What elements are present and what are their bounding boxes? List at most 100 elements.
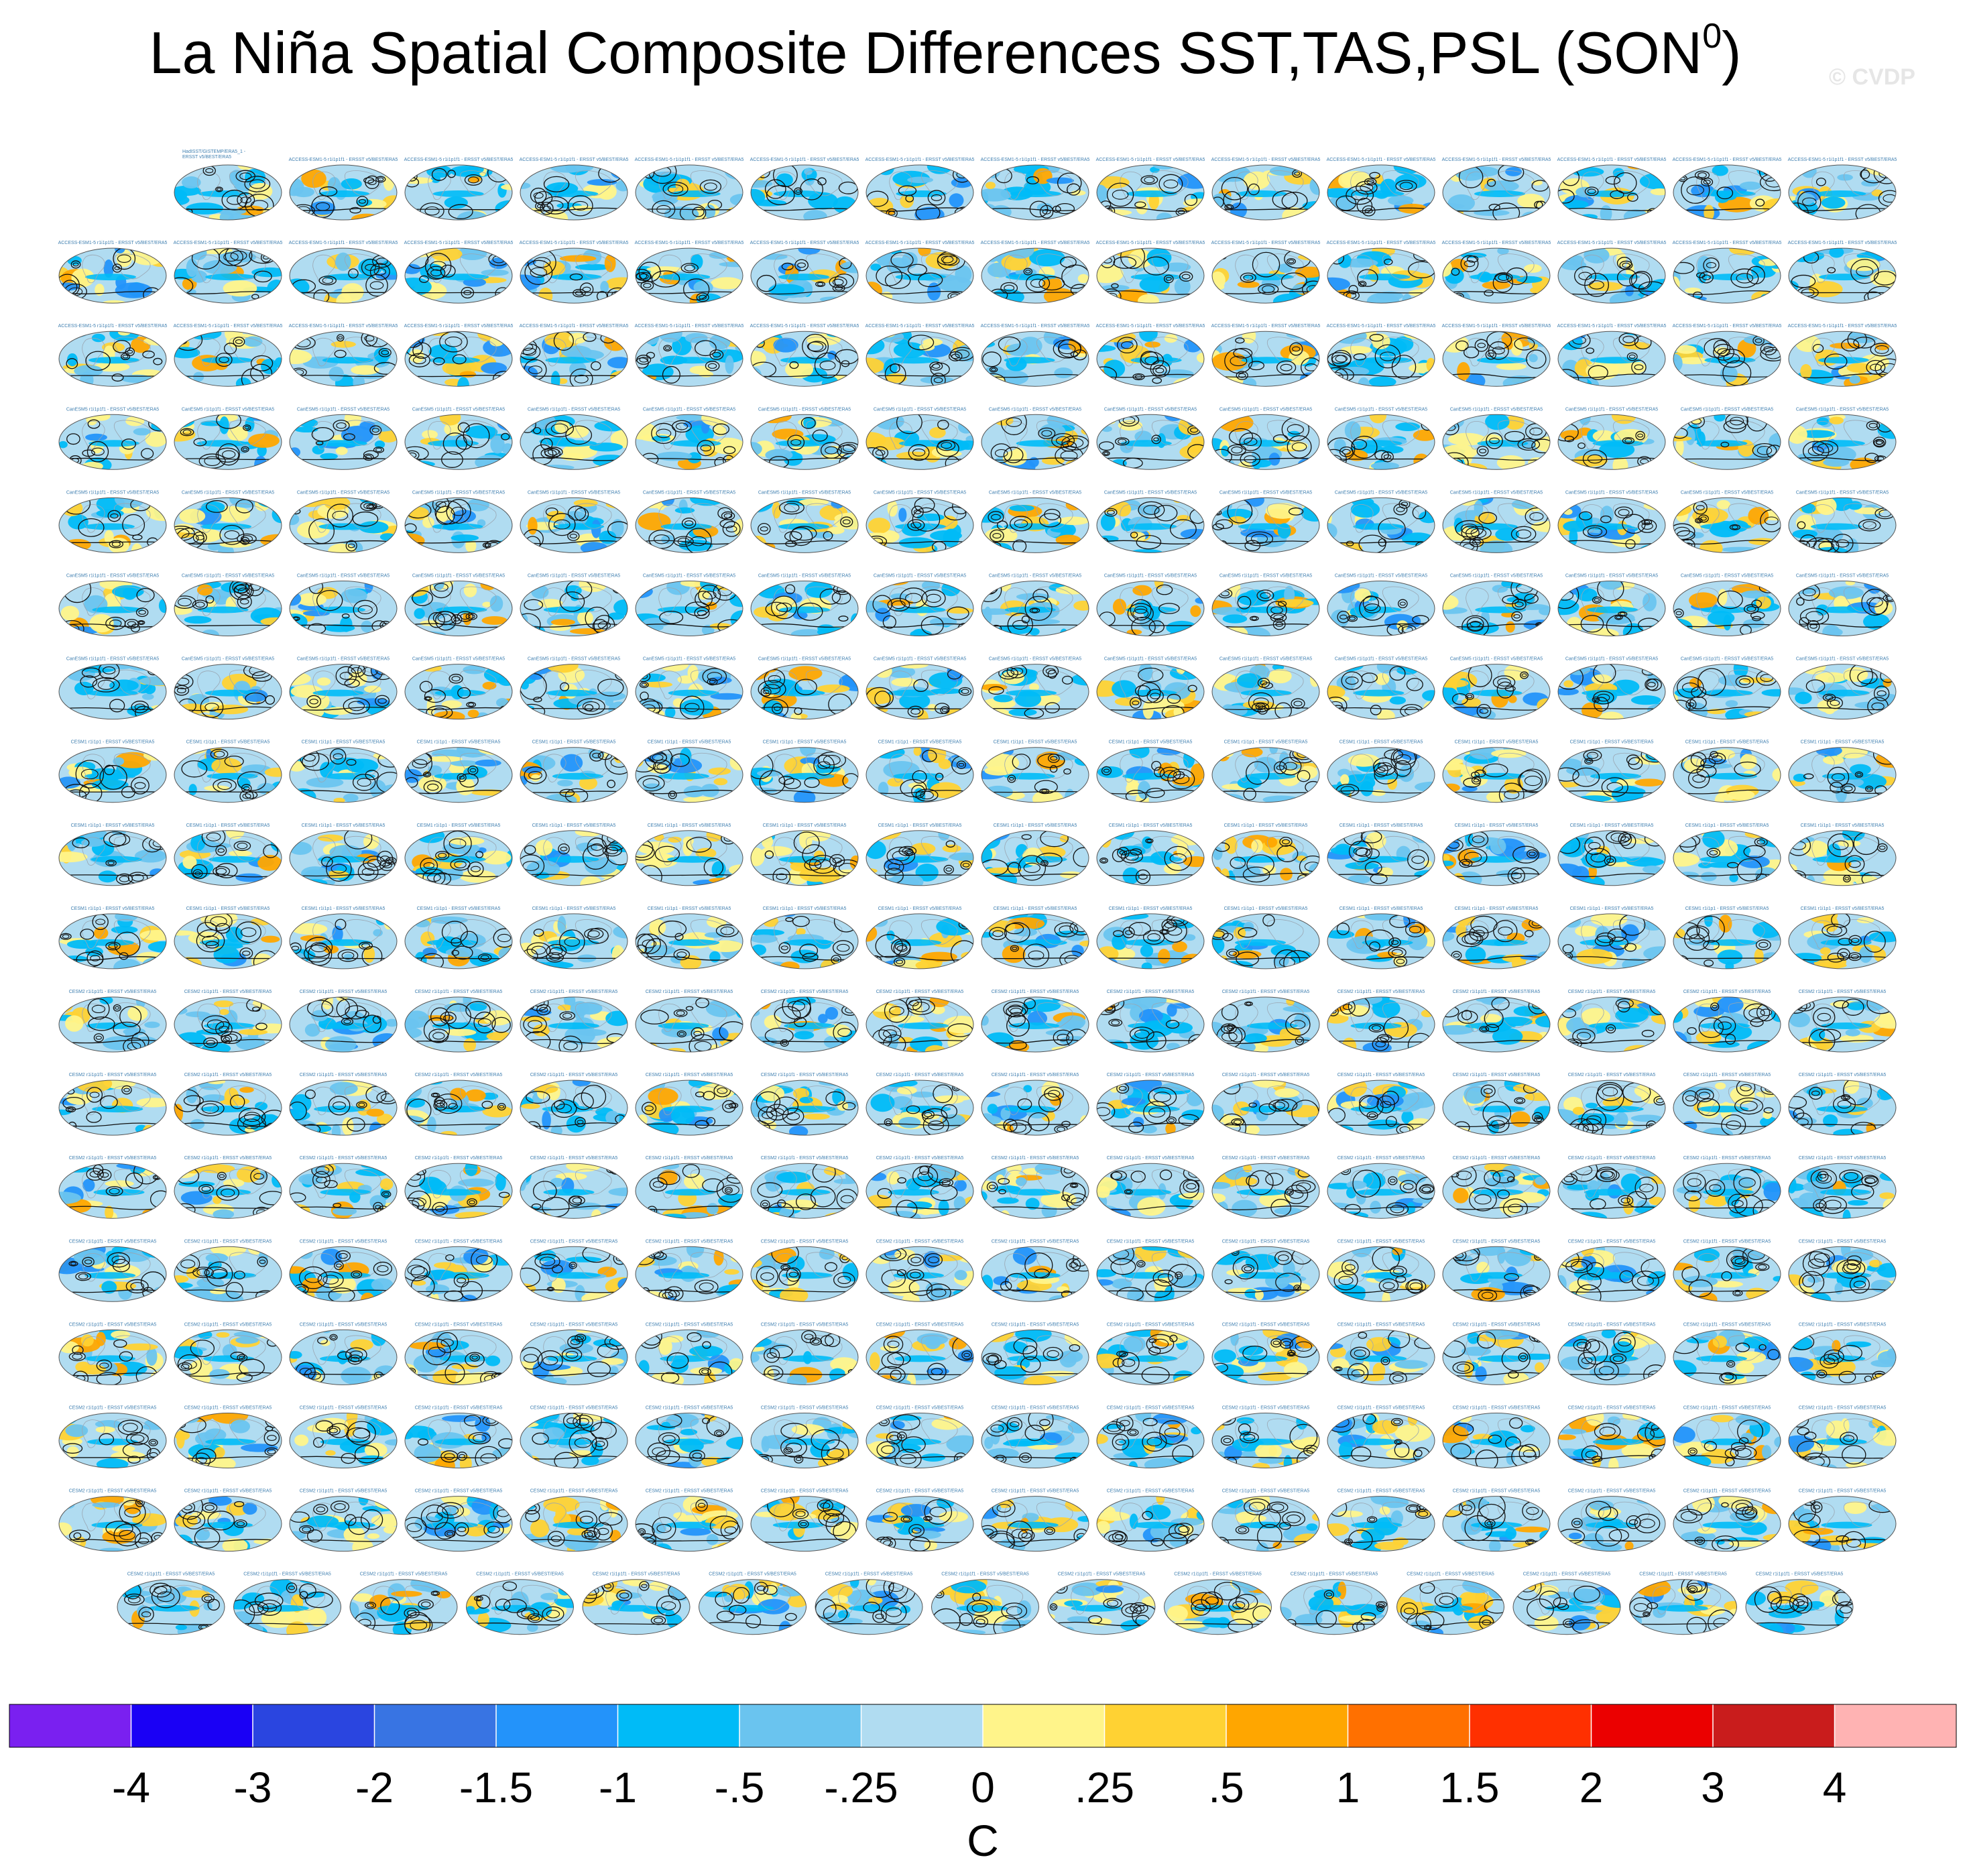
map-panel: CESM2 r1i1p1f1 - ERSST v5/BEST/ERA5 <box>404 1239 513 1302</box>
map-border <box>289 1496 398 1552</box>
map-panel: CESM2 r1i1p1f1 - ERSST v5/BEST/ERA5 <box>289 1073 398 1136</box>
map-border <box>866 164 974 221</box>
map-field <box>1097 165 1204 220</box>
map-border <box>1096 664 1205 720</box>
panel-caption: ACCESS-ESM1-5 r1i1p1f1 - ERSST v5/BEST/E… <box>866 158 975 162</box>
map-border <box>1788 331 1897 387</box>
map-panel: CanESM5 r1i1p1f1 - ERSST v5/BEST/ERA5 <box>58 574 167 636</box>
map-panel: ACCESS-ESM1-5 r1i1p1f1 - ERSST v5/BEST/E… <box>404 158 514 221</box>
map-panel: CanESM5 r1i1p1f1 - ERSST v5/BEST/ERA5 <box>1327 407 1435 470</box>
map-border <box>1557 1163 1666 1219</box>
map-field <box>866 913 973 969</box>
map-field <box>1789 581 1896 636</box>
map-field <box>751 331 858 387</box>
map-field <box>59 1330 166 1385</box>
map-field <box>1789 997 1896 1052</box>
map-border <box>520 747 628 803</box>
map-field <box>520 997 628 1052</box>
panel-caption: CESM1 r1i1p1 - ERSST v5/BEST/ERA5 <box>1455 823 1539 828</box>
map-border <box>1557 581 1666 636</box>
map-panel: CESM2 r1i1p1f1 - ERSST v5/BEST/ERA5 <box>1096 1489 1205 1552</box>
map-panel: CESM2 r1i1p1f1 - ERSST v5/BEST/ERA5 <box>289 1322 398 1385</box>
map-field <box>1558 248 1665 304</box>
map-border <box>289 581 398 636</box>
panel-caption: CESM2 r1i1p1f1 - ERSST v5/BEST/ERA5 <box>646 1239 733 1244</box>
map-field <box>174 830 282 886</box>
panel-caption: CESM2 r1i1p1f1 - ERSST v5/BEST/ERA5 <box>184 1406 272 1411</box>
map-field <box>866 331 973 387</box>
map-border <box>750 247 859 304</box>
map-panel: ACCESS-ESM1-5 r1i1p1f1 - ERSST v5/BEST/E… <box>289 324 398 387</box>
map-panel: CESM2 r1i1p1f1 - ERSST v5/BEST/ERA5 <box>1096 1073 1205 1136</box>
map-field <box>520 664 628 719</box>
map-panel: CanESM5 r1i1p1f1 - ERSST v5/BEST/ERA5 <box>635 657 743 720</box>
map-panel: ACCESS-ESM1-5 r1i1p1f1 - ERSST v5/BEST/E… <box>1096 324 1205 387</box>
map-panel: CESM1 r1i1p1 - ERSST v5/BEST/ERA5 <box>1788 823 1897 886</box>
map-field <box>751 997 858 1052</box>
map-field <box>1212 497 1319 553</box>
map-field <box>1629 1579 1737 1635</box>
panel-caption: ACCESS-ESM1-5 r1i1p1f1 - ERSST v5/BEST/E… <box>1557 241 1667 245</box>
map-field <box>1097 1080 1204 1136</box>
panel-caption: CESM2 r1i1p1f1 - ERSST v5/BEST/ERA5 <box>1174 1572 1262 1577</box>
map-panel: CESM1 r1i1p1 - ERSST v5/BEST/ERA5 <box>1557 740 1666 803</box>
panel-caption: CanESM5 r1i1p1f1 - ERSST v5/BEST/ERA5 <box>989 657 1081 662</box>
map-border <box>1442 164 1551 221</box>
panel-caption: CESM1 r1i1p1 - ERSST v5/BEST/ERA5 <box>1109 823 1193 828</box>
map-field <box>1443 830 1550 886</box>
map-panel: CanESM5 r1i1p1f1 - ERSST v5/BEST/ERA5 <box>174 657 282 720</box>
map-panel: CanESM5 r1i1p1f1 - ERSST v5/BEST/ERA5 <box>1442 574 1551 636</box>
panel-caption: CESM2 r1i1p1f1 - ERSST v5/BEST/ERA5 <box>646 990 733 994</box>
map-field <box>520 414 628 470</box>
map-field <box>290 414 397 470</box>
panel-caption: CESM1 r1i1p1 - ERSST v5/BEST/ERA5 <box>1570 740 1654 745</box>
map-field <box>981 1413 1089 1468</box>
map-field <box>636 1163 743 1219</box>
map-field <box>981 331 1089 387</box>
panel-caption: CanESM5 r1i1p1f1 - ERSST v5/BEST/ERA5 <box>182 574 274 579</box>
map-panel: CESM2 r1i1p1f1 - ERSST v5/BEST/ERA5 <box>404 1156 513 1219</box>
map-panel: CESM1 r1i1p1 - ERSST v5/BEST/ERA5 <box>1557 906 1666 970</box>
map-border <box>1096 913 1205 970</box>
colorbar-segment <box>131 1704 253 1747</box>
map-border <box>1327 747 1435 803</box>
map-border <box>1673 1413 1781 1468</box>
map-border <box>174 497 282 553</box>
map-border <box>750 1163 859 1219</box>
map-field <box>1789 165 1896 220</box>
map-panel: CESM2 r1i1p1f1 - ERSST v5/BEST/ERA5 <box>931 1572 1039 1635</box>
map-panel: CanESM5 r1i1p1f1 - ERSST v5/BEST/ERA5 <box>1442 657 1551 720</box>
map-panel: CESM1 r1i1p1 - ERSST v5/BEST/ERA5 <box>1442 823 1551 886</box>
map-panel: CESM1 r1i1p1 - ERSST v5/BEST/ERA5 <box>866 823 974 886</box>
panel-caption: CESM2 r1i1p1f1 - ERSST v5/BEST/ERA5 <box>876 1489 964 1494</box>
colorbar-tick-label: 1 <box>1336 1763 1360 1812</box>
panel-caption: CESM1 r1i1p1 - ERSST v5/BEST/ERA5 <box>71 906 155 911</box>
map-panel: CanESM5 r1i1p1f1 - ERSST v5/BEST/ERA5 <box>866 657 974 720</box>
map-panel: CESM2 r1i1p1f1 - ERSST v5/BEST/ERA5 <box>404 990 513 1053</box>
map-border <box>750 581 859 636</box>
map-field <box>290 581 397 636</box>
map-panel: CanESM5 r1i1p1f1 - ERSST v5/BEST/ERA5 <box>866 407 974 470</box>
panel-caption: CESM2 r1i1p1f1 - ERSST v5/BEST/ERA5 <box>415 1406 503 1411</box>
map-panel: CESM1 r1i1p1 - ERSST v5/BEST/ERA5 <box>981 823 1089 886</box>
map-field <box>405 331 512 387</box>
map-panel: CESM1 r1i1p1 - ERSST v5/BEST/ERA5 <box>520 906 628 970</box>
map-field <box>59 248 166 304</box>
map-field <box>1164 1579 1272 1635</box>
panel-caption: CanESM5 r1i1p1f1 - ERSST v5/BEST/ERA5 <box>528 574 620 579</box>
map-field <box>751 747 858 803</box>
map-border <box>289 1413 398 1468</box>
panel-caption: CESM2 r1i1p1f1 - ERSST v5/BEST/ERA5 <box>415 990 503 994</box>
map-panel: CESM1 r1i1p1 - ERSST v5/BEST/ERA5 <box>1557 823 1666 886</box>
map-border <box>1096 1329 1205 1385</box>
map-field <box>1327 1496 1435 1551</box>
map-panel: CESM2 r1i1p1f1 - ERSST v5/BEST/ERA5 <box>1629 1572 1737 1635</box>
map-border <box>404 1246 513 1302</box>
map-panel: CanESM5 r1i1p1f1 - ERSST v5/BEST/ERA5 <box>1327 574 1435 636</box>
panel-caption: CESM2 r1i1p1f1 - ERSST v5/BEST/ERA5 <box>709 1572 796 1577</box>
map-border <box>520 414 628 470</box>
map-panel: CanESM5 r1i1p1f1 - ERSST v5/BEST/ERA5 <box>1788 574 1897 636</box>
map-panel: CanESM5 r1i1p1f1 - ERSST v5/BEST/ERA5 <box>1557 490 1666 553</box>
map-panel: ACCESS-ESM1-5 r1i1p1f1 - ERSST v5/BEST/E… <box>289 158 398 221</box>
map-panel: CESM2 r1i1p1f1 - ERSST v5/BEST/ERA5 <box>520 1406 628 1468</box>
